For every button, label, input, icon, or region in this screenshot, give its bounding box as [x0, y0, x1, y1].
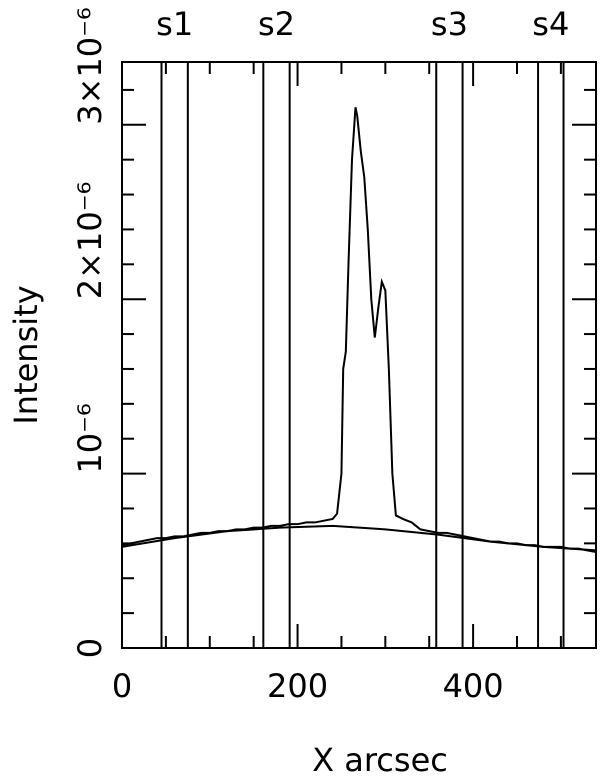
y-axis-label: Intensity [7, 285, 45, 424]
x-tick-label: 400 [443, 667, 504, 705]
y-tick-label: 3×10⁻⁶ [71, 7, 109, 125]
series-line [121, 107, 597, 554]
region-label: s3 [431, 5, 468, 43]
x-tick-label: 200 [267, 667, 328, 705]
x-tick-label: 0 [112, 667, 132, 705]
plot-frame [121, 61, 597, 649]
y-tick-label: 0 [71, 638, 109, 658]
x-axis-label: X arcsec [312, 741, 448, 777]
region-label: s1 [156, 5, 193, 43]
series-line [121, 524, 597, 552]
y-tick-label: 2×10⁻⁶ [71, 182, 109, 300]
region-label: s4 [532, 5, 569, 43]
region-label: s2 [258, 5, 295, 43]
y-tick-label: 10⁻⁶ [71, 403, 109, 473]
